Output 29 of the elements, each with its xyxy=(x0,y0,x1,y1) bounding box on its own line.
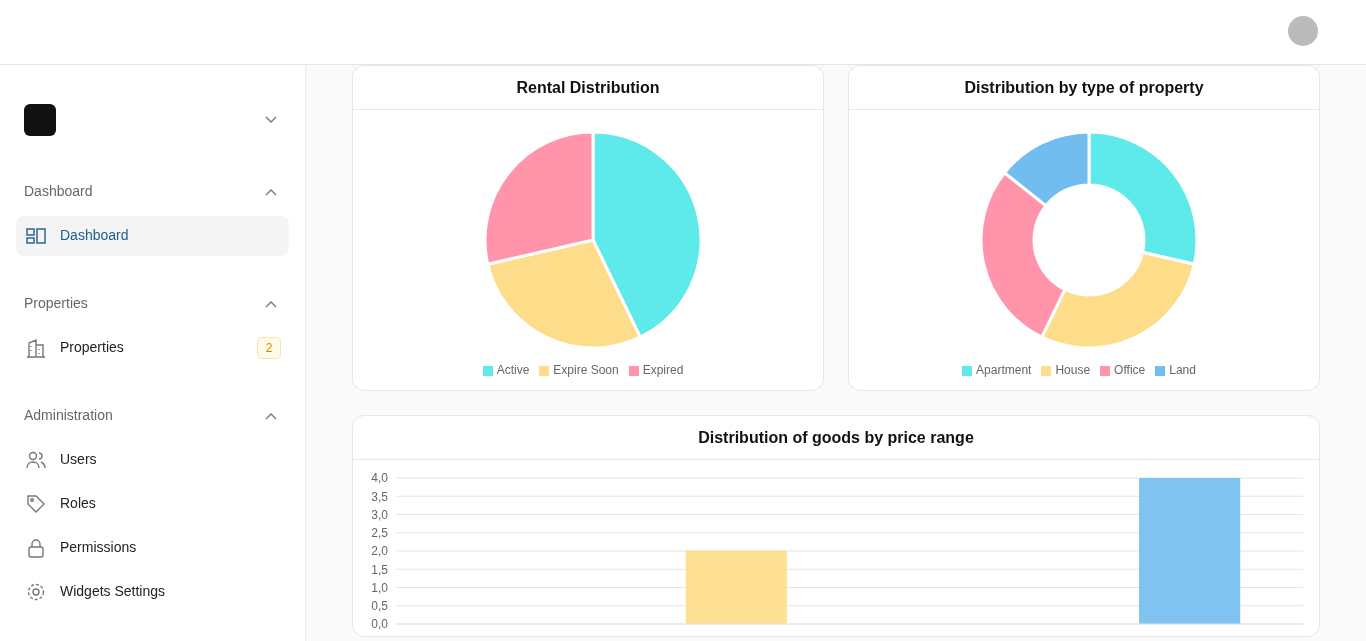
legend-label: Expire Soon xyxy=(553,363,619,377)
text: Properties xyxy=(60,339,124,355)
chart-title: Distribution by type of property xyxy=(849,66,1319,110)
legend-label: House xyxy=(1055,363,1091,377)
y-tick-label: 4,0 xyxy=(371,471,389,486)
y-tick-label: 3,0 xyxy=(371,507,389,522)
legend-label: Active xyxy=(496,363,530,377)
y-tick-label: 1,5 xyxy=(371,562,389,577)
y-tick-label: 2,0 xyxy=(371,544,389,559)
text: Permissions xyxy=(60,539,137,555)
text: Roles xyxy=(60,495,96,511)
text: Properties xyxy=(24,295,88,311)
y-tick-label: 2,5 xyxy=(371,526,389,541)
text: Dashboard xyxy=(24,183,93,199)
text: 2 xyxy=(257,337,281,359)
chart-title: Distribution of goods by price range xyxy=(353,416,1319,460)
text: Administration xyxy=(24,407,113,423)
legend-label: Land xyxy=(1169,363,1196,377)
y-tick-label: 3,5 xyxy=(371,489,389,504)
chart-title: Rental Distribution xyxy=(353,66,823,110)
y-tick-label: 0,5 xyxy=(371,599,389,614)
text: Widgets Settings xyxy=(60,583,166,599)
y-tick-label: 0,0 xyxy=(371,617,389,632)
legend-label: Apartment xyxy=(976,363,1032,377)
legend-label: Office xyxy=(1114,363,1146,377)
legend-label: Expired xyxy=(642,363,684,377)
text: Dashboard xyxy=(60,227,129,243)
y-tick-label: 1,0 xyxy=(371,580,389,595)
text: Users xyxy=(60,451,97,467)
